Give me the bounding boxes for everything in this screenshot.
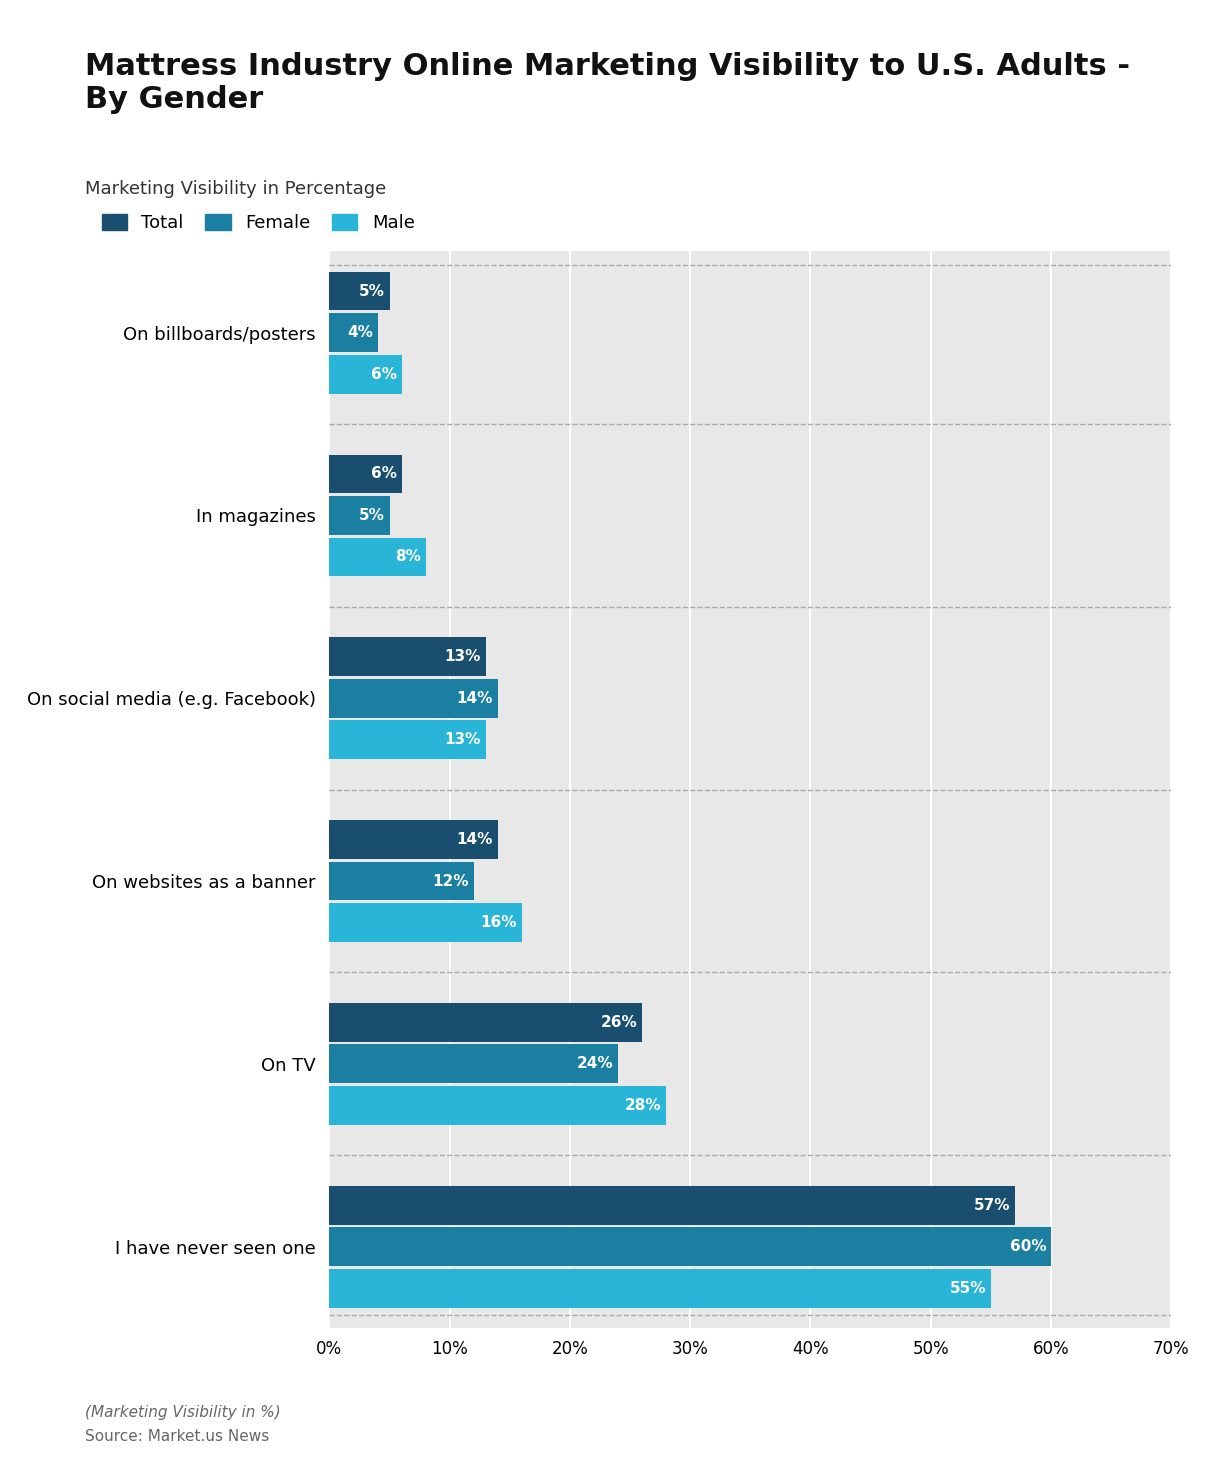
Bar — [329, 821, 498, 859]
Text: (Marketing Visibility in %): (Marketing Visibility in %) — [85, 1405, 281, 1420]
Bar — [329, 1269, 991, 1308]
Bar — [329, 455, 401, 493]
Text: Mattress Industry Online Marketing Visibility to U.S. Adults -
By Gender: Mattress Industry Online Marketing Visib… — [85, 52, 1131, 114]
Bar — [329, 679, 498, 717]
Text: Marketing Visibility in Percentage: Marketing Visibility in Percentage — [85, 180, 387, 198]
Bar — [329, 354, 401, 394]
Text: 5%: 5% — [359, 508, 384, 523]
Bar — [329, 1002, 642, 1042]
Legend: Total, Female, Male: Total, Female, Male — [94, 207, 422, 239]
Text: 55%: 55% — [949, 1281, 986, 1296]
Text: 13%: 13% — [444, 649, 481, 664]
Bar — [329, 496, 389, 534]
Bar — [329, 1228, 1050, 1266]
Text: 16%: 16% — [481, 915, 517, 930]
Text: 57%: 57% — [974, 1197, 1010, 1213]
Bar — [329, 720, 486, 759]
Text: 13%: 13% — [444, 732, 481, 747]
Text: Source: Market.us News: Source: Market.us News — [85, 1429, 270, 1444]
Text: 28%: 28% — [625, 1098, 661, 1113]
Text: 26%: 26% — [600, 1015, 637, 1030]
Bar — [329, 313, 377, 351]
Bar — [329, 272, 389, 310]
Text: 5%: 5% — [359, 283, 384, 298]
Text: 14%: 14% — [456, 832, 493, 847]
Bar — [329, 862, 473, 900]
Text: 12%: 12% — [432, 874, 468, 889]
Text: 14%: 14% — [456, 691, 493, 706]
Bar — [329, 537, 426, 577]
Text: 4%: 4% — [346, 325, 372, 339]
Bar — [329, 638, 486, 676]
Bar — [329, 903, 522, 942]
Text: 24%: 24% — [577, 1057, 614, 1072]
Bar — [329, 1185, 1015, 1225]
Bar — [329, 1086, 666, 1125]
Text: 60%: 60% — [1009, 1240, 1046, 1255]
Text: 6%: 6% — [371, 366, 396, 382]
Text: 8%: 8% — [395, 549, 421, 564]
Text: 6%: 6% — [371, 466, 396, 481]
Bar — [329, 1045, 619, 1083]
